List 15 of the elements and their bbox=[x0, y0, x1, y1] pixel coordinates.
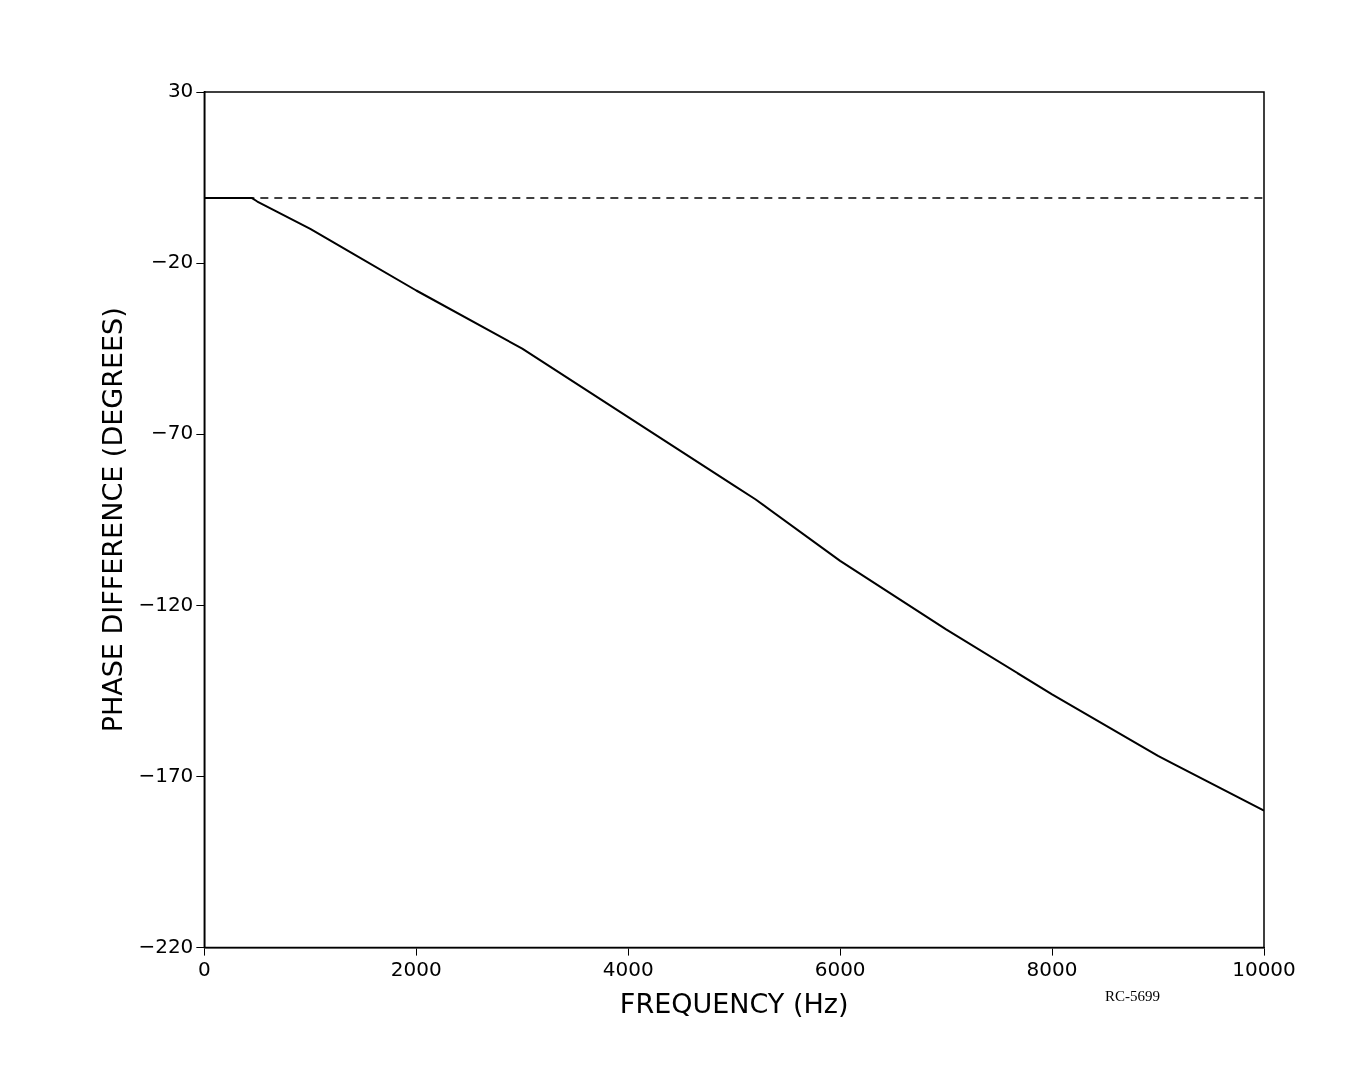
y-tick-label: −70 bbox=[151, 420, 194, 445]
x-tick-label: 6000 bbox=[814, 956, 866, 981]
y-tick-label: 30 bbox=[167, 78, 194, 103]
x-tick-label: 2000 bbox=[390, 956, 442, 981]
x-tick-label: 8000 bbox=[1026, 956, 1078, 981]
x-tick-label: 10000 bbox=[1232, 956, 1296, 981]
y-tick-label: −20 bbox=[151, 249, 194, 274]
y-tick-label: −220 bbox=[138, 933, 194, 958]
y-axis-title: PHASE DIFFERENCE (DEGREES) bbox=[97, 307, 129, 733]
text: RC-5699 bbox=[1105, 988, 1161, 1005]
y-tick-label: −120 bbox=[138, 591, 194, 616]
x-tick-label: 0 bbox=[197, 956, 211, 981]
y-tick-label: −170 bbox=[138, 762, 194, 787]
x-axis-title: FREQUENCY (Hz) bbox=[619, 987, 849, 1019]
x-tick-label: 4000 bbox=[602, 956, 654, 981]
